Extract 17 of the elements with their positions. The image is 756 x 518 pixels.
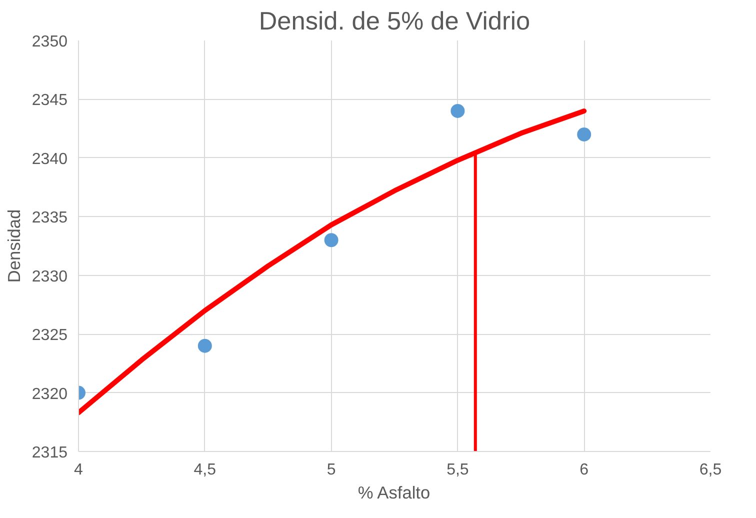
y-axis-title: Densidad [4,209,24,283]
y-tick-label: 2345 [32,92,68,110]
y-tick-label: 2325 [32,327,68,344]
y-tick-label: 2335 [32,210,68,227]
x-tick-label: 5 [326,462,336,478]
y-tick-label: 2330 [32,268,68,286]
x-tick-label: 6,5 [699,462,722,478]
y-tick-label: 2340 [32,150,68,168]
y-tick-label: 2315 [32,444,68,462]
x-tick-label: 4,5 [194,462,216,478]
x-tick-label: 4 [74,462,84,478]
chart-title: Densid. de 5% de Vidrio [258,8,530,36]
x-tick-label: 6 [580,462,589,478]
x-tick-label: 5,5 [446,462,469,478]
y-tick-label: 2320 [32,386,68,403]
x-axis-title: % Asfalto [358,482,430,502]
y-tick-label: 2350 [32,34,68,50]
